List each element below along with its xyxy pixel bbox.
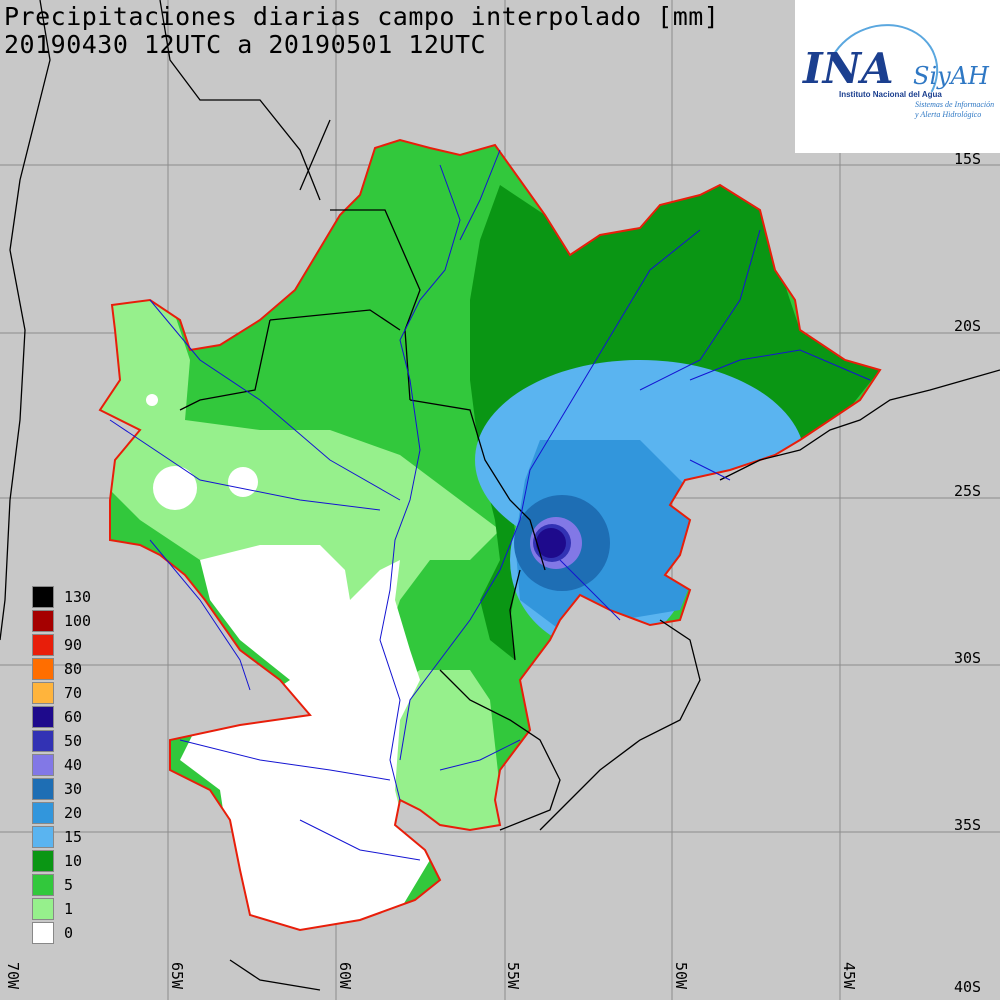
zone-0mm-patch [153,466,197,510]
ina-logo: INA SiyAH Instituto Nacional del Agua Si… [795,0,1000,153]
legend-swatch [32,754,54,776]
legend-label: 90 [64,636,83,654]
lon-label-65w: 65W [168,962,186,990]
legend-swatch [32,826,54,848]
legend-label: 0 [64,924,74,942]
legend-swatch [32,850,54,872]
lat-label-30s: 30S [954,649,982,667]
legend-label: 5 [64,876,74,894]
legend-swatch [32,586,54,608]
logo-siyah-text: SiyAH [913,62,989,90]
legend-label: 10 [64,852,83,870]
legend-swatch [32,730,54,752]
legend-label: 50 [64,732,83,750]
zone-0mm-patch [228,467,258,497]
legend-swatch [32,778,54,800]
legend-swatch [32,610,54,632]
legend-label: 1 [64,900,74,918]
zone-0mm [180,545,430,930]
rivers [109,149,871,861]
legend-label: 60 [64,708,83,726]
legend-swatch [32,682,54,704]
lon-label-50w: 50W [672,962,690,990]
legend-swatch [32,874,54,896]
map-period: 20190430 12UTC a 20190501 12UTC [4,30,487,59]
legend-label: 70 [64,684,83,702]
lon-label-55w: 55W [504,962,522,990]
legend-label: 100 [64,612,92,630]
legend-swatch [32,658,54,680]
legend-label: 20 [64,804,83,822]
legend-label: 80 [64,660,83,678]
zone-60mm [536,528,566,558]
legend-label: 40 [64,756,83,774]
legend-swatch [32,706,54,728]
logo-ina-text: INA [803,44,894,93]
logo-institute-text: Instituto Nacional del Agua [839,90,942,99]
zone-10mm [470,185,880,660]
lon-label-70w: 70W [4,962,22,990]
legend-label: 30 [64,780,83,798]
lat-label-40s: 40S [954,978,982,996]
legend-swatch [32,922,54,944]
lon-label-45w: 45W [840,962,858,990]
legend-swatch [32,634,54,656]
legend-label: 15 [64,828,83,846]
legend-label: 130 [64,588,92,606]
lon-label-60w: 60W [336,962,354,990]
legend-swatch [32,802,54,824]
lat-label-25s: 25S [954,482,982,500]
legend-swatch [32,898,54,920]
map-title: Precipitaciones diarias campo interpolad… [4,2,720,31]
logo-subtitle-2: y Alerta Hidrológico [915,110,982,119]
lat-label-15s: 15S [954,150,982,168]
lat-label-20s: 20S [954,317,982,335]
lat-label-35s: 35S [954,816,982,834]
zone-0mm-patch [146,394,158,406]
logo-subtitle-1: Sistemas de Información [915,100,995,109]
